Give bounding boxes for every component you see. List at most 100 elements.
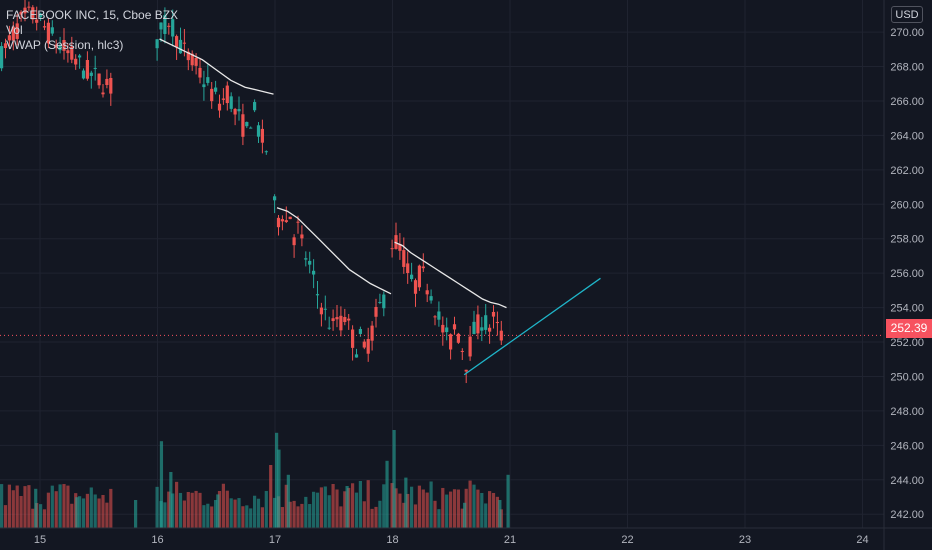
time-axis[interactable]: 15 16 17 18 21 22 23 24	[0, 527, 932, 546]
candle-body	[194, 57, 198, 66]
candle-body	[456, 333, 460, 343]
candle-body	[378, 301, 382, 303]
volume-bar	[225, 490, 229, 528]
volume-bar	[42, 509, 47, 528]
candle-body	[101, 92, 105, 95]
candle-body	[437, 311, 441, 320]
volume-bar	[300, 503, 304, 528]
volume-bar	[404, 477, 408, 528]
time-tick-label: 23	[739, 534, 751, 546]
candle-body	[7, 35, 11, 41]
candle-body	[182, 42, 186, 44]
candle-body	[70, 46, 74, 60]
candle-body	[54, 44, 58, 48]
candle-body	[358, 329, 362, 334]
volume-bar	[449, 491, 453, 528]
candle-body	[233, 108, 237, 115]
candle-body	[464, 369, 468, 372]
candle-body	[186, 51, 190, 61]
volume-bar	[89, 487, 93, 528]
volume-bar	[34, 488, 38, 528]
volume-indicator-label[interactable]: Vol	[6, 23, 23, 37]
volume-bar	[425, 492, 429, 528]
volume-bar	[198, 492, 202, 528]
candle-body	[429, 296, 433, 301]
candle-body	[280, 219, 284, 222]
volume-bar	[27, 485, 31, 528]
volume-bar	[292, 500, 296, 528]
volume-bar	[264, 490, 268, 528]
volume-bar	[93, 494, 97, 528]
candle-body	[382, 294, 386, 309]
volume-bar	[351, 483, 355, 528]
candle-body	[50, 27, 54, 34]
candle-body	[93, 67, 97, 69]
volume-bar	[85, 493, 89, 528]
candle-body	[315, 294, 320, 296]
volume-bar	[97, 498, 101, 528]
volume-bar	[202, 505, 206, 528]
candle-body	[476, 314, 480, 334]
candle-body	[374, 306, 378, 317]
time-tick-label: 15	[34, 534, 46, 546]
candle-body	[23, 7, 27, 14]
vwap-indicator-label[interactable]: VWAP (Session, hlc3)	[6, 38, 124, 52]
volume-bar	[277, 449, 281, 528]
price-tick-label: 262.00	[890, 165, 924, 177]
candle-body	[46, 22, 50, 44]
symbol-title[interactable]: FACEBOOK INC, 15, Cboe BZX	[6, 8, 179, 22]
candle-body	[11, 26, 15, 41]
volume-bar	[480, 492, 484, 528]
volume-bar	[58, 484, 62, 528]
volume-bar	[233, 499, 237, 528]
candle-body	[362, 341, 366, 348]
candle-body	[97, 73, 101, 86]
candle-body	[256, 125, 261, 137]
volume-bar	[169, 472, 173, 528]
currency-badge[interactable]: USD	[891, 6, 923, 23]
volume-bar	[463, 502, 467, 528]
candle-body	[495, 322, 499, 324]
candle-body	[163, 15, 167, 34]
volume-bar	[284, 484, 288, 528]
candle-body	[292, 237, 296, 246]
volume-bars	[0, 430, 510, 528]
volume-bar	[269, 465, 273, 528]
candle-body	[105, 78, 109, 86]
volume-bar	[175, 481, 179, 528]
candle-body	[425, 290, 429, 295]
candle-body	[217, 103, 222, 111]
price-tick-label: 270.00	[890, 27, 924, 39]
volume-bar	[54, 491, 58, 528]
volume-bar	[280, 507, 284, 528]
volume-bar	[50, 485, 54, 528]
candlestick-series	[0, 0, 503, 384]
candle-body	[417, 265, 421, 288]
time-tick-label: 17	[269, 534, 281, 546]
candle-body	[339, 315, 343, 331]
volume-bar	[452, 489, 457, 528]
volume-bar	[216, 494, 220, 528]
candle-body	[433, 316, 437, 318]
candle-body	[241, 114, 245, 137]
volume-bar	[456, 489, 460, 528]
volume-bar	[445, 494, 449, 528]
volume-bar	[260, 507, 264, 528]
candle-body	[488, 327, 492, 332]
candle-body	[178, 39, 183, 54]
volume-bar	[109, 488, 113, 528]
volume-bar	[366, 480, 370, 528]
candle-body	[452, 324, 457, 330]
volume-bar	[437, 509, 441, 528]
price-axis[interactable]: 242.00 244.00 246.00 248.00 250.00 252.00 254.…	[883, 0, 924, 550]
volume-bar	[249, 508, 253, 528]
candle-body	[335, 317, 339, 320]
volume-bar	[308, 504, 312, 528]
candle-body	[480, 327, 484, 331]
candle-body	[171, 19, 175, 37]
volume-bar	[345, 486, 349, 528]
volume-bar	[288, 501, 292, 528]
candle-body	[347, 318, 351, 321]
volume-bar	[46, 492, 50, 528]
